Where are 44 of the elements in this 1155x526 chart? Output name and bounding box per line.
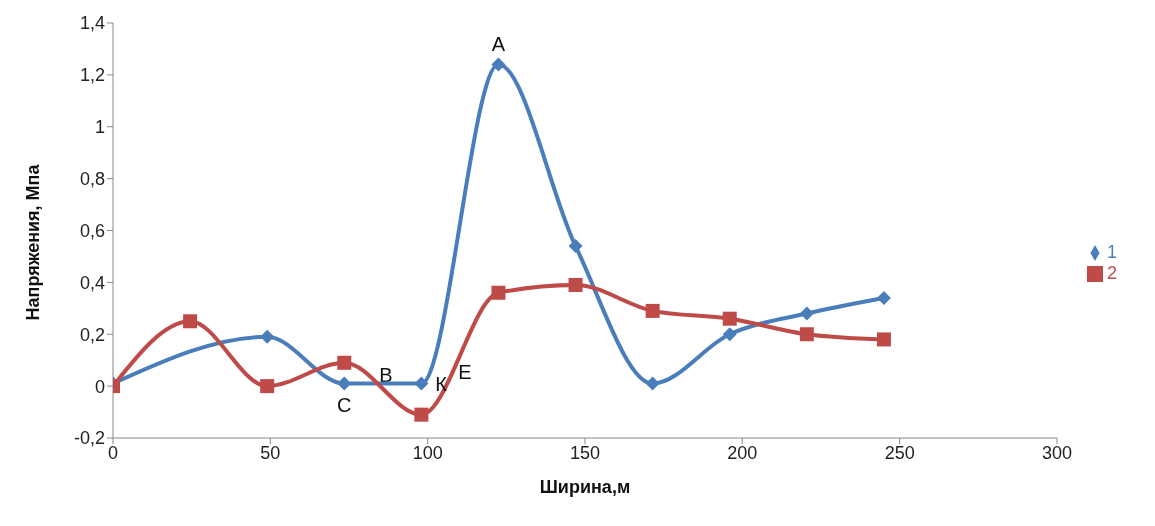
point (260, 379, 275, 394)
point (645, 303, 660, 318)
point (260, 329, 275, 344)
x-tick-label: 50 (260, 442, 281, 463)
point (799, 306, 814, 321)
y-tick-label: 0,4 (79, 272, 105, 293)
x-tick-label: 300 (1041, 442, 1073, 463)
point (568, 239, 583, 254)
annotation: E (458, 361, 472, 383)
point (645, 376, 660, 391)
x-tick-label: 200 (727, 442, 758, 463)
point (491, 285, 506, 300)
point (183, 314, 198, 329)
y-tick-label: 1,2 (79, 65, 105, 86)
y-tick-label: 0,6 (79, 220, 105, 241)
point (337, 355, 352, 370)
point (722, 327, 737, 342)
annotation: B (379, 364, 393, 386)
y-tick-label: 1,4 (79, 13, 105, 34)
legend-label: 1 (1106, 242, 1117, 262)
y-tick-label: 0,8 (79, 169, 105, 190)
point (876, 332, 891, 347)
x-tick-label: 250 (884, 442, 915, 463)
point (722, 311, 737, 326)
x-tick-label: 100 (412, 442, 443, 463)
point (337, 376, 352, 391)
point (414, 376, 429, 391)
x-tick-label: 150 (569, 442, 601, 463)
point (414, 407, 429, 422)
y-tick-label: -0,2 (73, 428, 105, 449)
point (876, 290, 891, 305)
y-tick-label: 1 (94, 117, 105, 138)
annotation: C (337, 393, 352, 416)
y-tick-label: 0 (94, 376, 105, 397)
annotation: К (435, 372, 448, 395)
x-axis-title: Ширина,м (539, 477, 631, 497)
x-tick-label: 0 (107, 442, 119, 463)
point (799, 327, 814, 342)
y-axis-title: Напряжения, Мпа (23, 163, 44, 321)
y-tick-label: 0,2 (79, 324, 105, 345)
annotation: A (491, 32, 506, 55)
legend-label: 2 (1106, 263, 1117, 283)
point (491, 57, 506, 72)
point (568, 277, 583, 292)
